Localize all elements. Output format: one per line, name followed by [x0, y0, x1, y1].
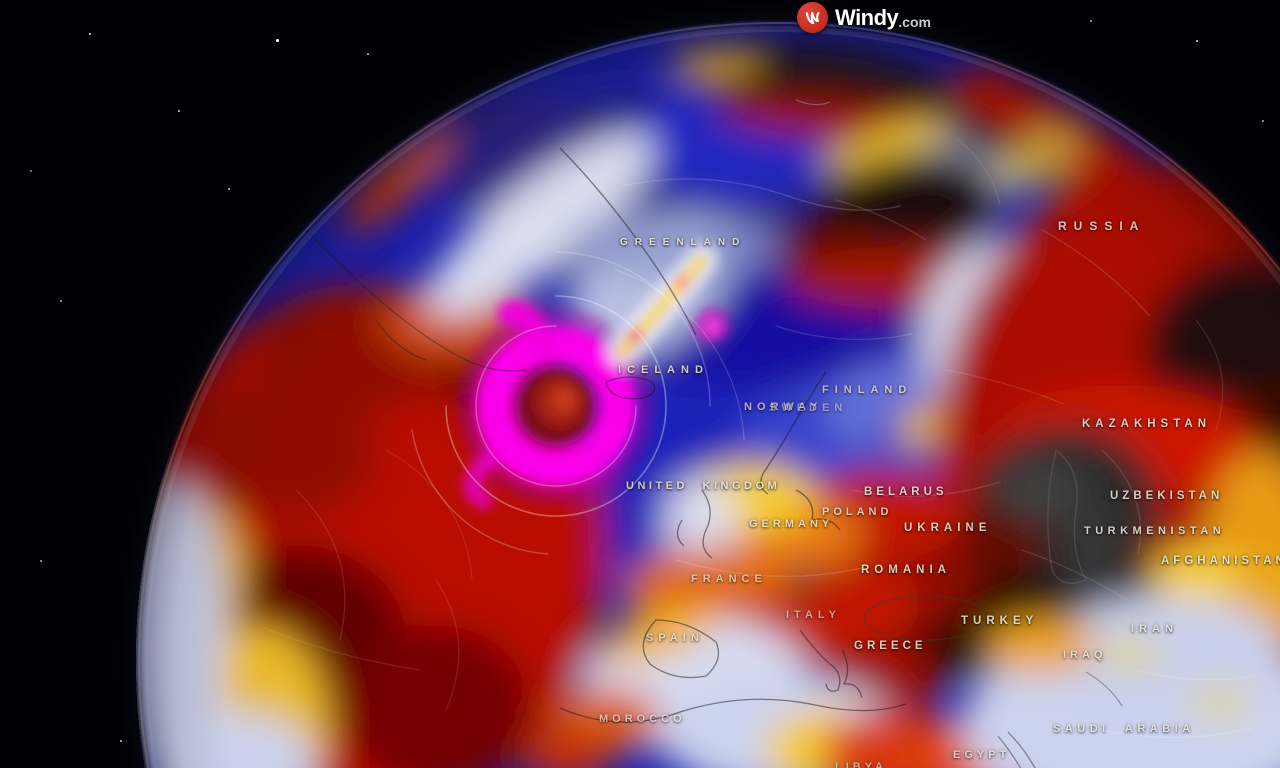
star — [1090, 20, 1092, 22]
star — [30, 170, 32, 172]
star — [228, 188, 230, 190]
star — [367, 53, 369, 55]
star — [40, 560, 42, 562]
windy-swirl-icon — [797, 2, 828, 33]
star — [276, 39, 279, 42]
star — [1262, 120, 1264, 122]
brand-tld: .com — [898, 14, 931, 30]
brand-name: Windy — [835, 4, 899, 30]
star — [178, 110, 180, 112]
globe-map-canvas[interactable] — [136, 20, 1280, 768]
windy-logo[interactable]: Windy .com — [797, 2, 931, 33]
star — [1196, 40, 1198, 42]
star — [120, 740, 122, 742]
star — [89, 33, 91, 35]
star — [60, 300, 62, 302]
